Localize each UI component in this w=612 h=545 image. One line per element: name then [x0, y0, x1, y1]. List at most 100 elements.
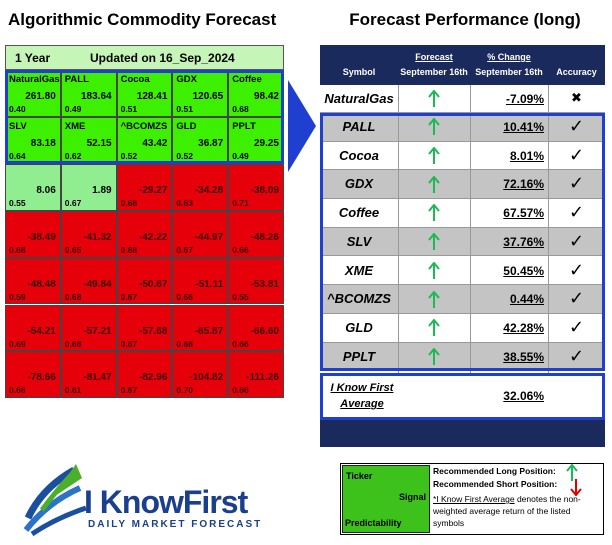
cell-predictability: 0.70: [176, 385, 193, 396]
note-link: *I Know First Average: [433, 494, 515, 504]
period-label: 1 Year: [15, 51, 51, 65]
col-symbol: Symbol: [342, 67, 376, 77]
forecast-cell: XME 52.15 0.62: [60, 116, 117, 164]
logo-tagline: DAILY MARKET FORECAST: [88, 519, 263, 530]
forecast-arrow: [428, 118, 440, 136]
legend-note: *I Know First Average denotes the non-we…: [433, 493, 601, 529]
cell-ticker: PPLT: [232, 120, 256, 132]
forecast-cell: -81.47 0.61: [60, 351, 117, 399]
cell-signal: -65.87: [194, 325, 224, 337]
cell-signal: -57.68: [139, 325, 168, 337]
forecast-arrow: [428, 233, 440, 251]
forecast-cell: -111.26 0.66: [228, 351, 284, 399]
cell-ticker: Cocoa: [120, 74, 150, 85]
cell-signal: 1.89: [92, 184, 112, 196]
cell-predictability: 0.64: [9, 150, 26, 161]
cell-signal: -29.27: [139, 184, 168, 196]
cell-signal: 83.18: [30, 137, 56, 149]
row-symbol: NaturalGas: [324, 91, 394, 106]
cell-signal: -38.09: [250, 184, 279, 196]
cell-signal: -66.60: [250, 325, 279, 337]
cell-ticker: XME: [64, 120, 86, 132]
row-accuracy: ✓: [568, 144, 585, 166]
cell-predictability: 0.59: [9, 291, 26, 302]
row-accuracy: ✓: [568, 316, 585, 338]
forecast-cell: -50.67 0.67: [116, 257, 173, 305]
forecast-cell: NaturalGas 261.80 0.40: [5, 70, 61, 117]
forecast-cell: -38.09 0.71: [228, 163, 284, 211]
forecast-cell: -53.81 0.55: [228, 257, 284, 305]
cell-predictability: 0.68: [64, 291, 82, 302]
forecast-arrow: [428, 319, 440, 337]
col-forecast: Forecast: [415, 52, 453, 62]
long-arrow: [566, 464, 578, 481]
cell-signal: -38.49: [27, 231, 56, 243]
table-row: Coffee 67.57% ✓: [320, 199, 605, 228]
cell-ticker: GDX: [176, 74, 197, 85]
row-symbol: Coffee: [338, 205, 380, 221]
row-symbol: GDX: [344, 176, 374, 192]
logo-icon: [23, 464, 87, 537]
cell-predictability: 0.52: [120, 150, 138, 161]
cell-predictability: 0.51: [176, 104, 193, 114]
cell-predictability: 0.55: [232, 291, 249, 302]
cell-predictability: 0.40: [9, 104, 26, 114]
cell-signal: -111.26: [246, 372, 279, 384]
forecast-cell: -42.22 0.68: [116, 210, 173, 258]
cell-predictability: 0.67: [176, 244, 193, 255]
row-symbol: XME: [344, 262, 374, 278]
cell-predictability: 0.66: [9, 385, 26, 396]
row-accuracy: ✓: [568, 116, 585, 137]
table-row: PPLT 38.55% ✓: [320, 342, 605, 372]
cell-predictability: 0.66: [232, 244, 249, 255]
row-accuracy: ✓: [568, 173, 585, 195]
average-label: I Know First: [330, 382, 394, 395]
logo-name: I KnowFirst: [84, 484, 248, 520]
column-divider: [470, 85, 471, 420]
forecast-cell: -48.48 0.59: [5, 257, 61, 305]
cell-predictability: 0.62: [64, 150, 82, 161]
forecast-arrow: [428, 175, 440, 193]
cell-signal: -53.81: [250, 278, 279, 290]
row-accuracy: ✓: [568, 202, 585, 224]
forecast-cell: -44.97 0.67: [172, 210, 229, 258]
forecast-arrow: [428, 290, 440, 308]
forecast-cell: -57.68 0.67: [116, 304, 173, 352]
row-change: -7.09%: [505, 92, 544, 106]
cell-signal: 128.41: [136, 91, 168, 102]
cell-predictability: 0.49: [232, 150, 249, 161]
pointer-arrow: [288, 80, 316, 172]
forecast-cell: -57.21 0.68: [60, 304, 117, 352]
cell-predictability: 0.61: [64, 385, 82, 396]
forecast-cell: -38.49 0.68: [5, 210, 61, 258]
cell-predictability: 0.68: [120, 197, 138, 208]
row-accuracy: ✓: [568, 230, 585, 252]
col-change-sub: September 16th: [475, 67, 543, 77]
forecast-cell: -54.21 0.69: [5, 304, 61, 352]
cell-predictability: 0.69: [9, 338, 26, 349]
cell-predictability: 0.67: [120, 385, 138, 396]
cell-signal: -81.47: [83, 372, 112, 384]
cell-signal: -82.96: [139, 372, 168, 384]
left-title: Algorithmic Commodity Forecast: [8, 10, 277, 29]
cell-signal: 98.42: [253, 91, 279, 102]
legend-ticker: Ticker: [346, 471, 373, 481]
table-row: GLD 42.28% ✓: [320, 313, 605, 343]
cell-signal: 183.64: [81, 91, 112, 102]
table-row: Cocoa 8.01% ✓: [320, 141, 605, 171]
legend-signal: Signal: [398, 492, 426, 502]
cell-signal: 120.65: [192, 91, 224, 102]
short-arrow: [570, 479, 582, 496]
cell-predictability: 0.52: [176, 150, 193, 161]
cell-predictability: 0.55: [9, 197, 26, 208]
cell-predictability: 0.66: [232, 385, 249, 396]
cell-ticker: NaturalGas: [9, 74, 60, 85]
cell-signal: -41.32: [83, 231, 112, 243]
cell-signal: 8.06: [36, 184, 56, 196]
grid-header: [5, 45, 284, 70]
forecast-cell: -78.66 0.66: [5, 351, 61, 399]
forecast-arrow: [428, 347, 440, 365]
forecast-cell: ^BCOMZS 43.42 0.52: [116, 116, 173, 164]
forecast-cell: -34.28 0.63: [172, 163, 229, 211]
forecast-cell: -66.60 0.66: [228, 304, 284, 352]
